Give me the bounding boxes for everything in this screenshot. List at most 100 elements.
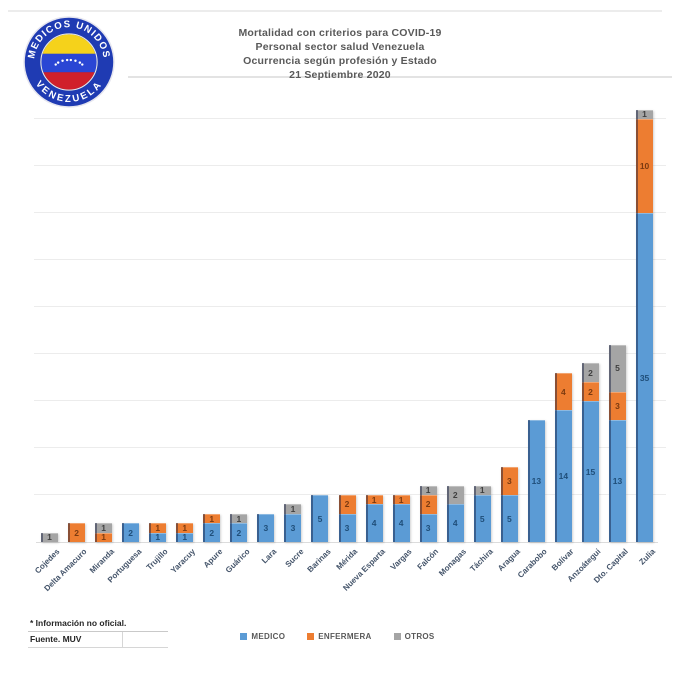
segment-value-label: 10 [639, 161, 650, 171]
gridline-25 [34, 306, 666, 307]
unofficial-note: * Información no oficial. [28, 616, 168, 632]
x-axis-label: Vargas [388, 547, 414, 572]
segment-value-label: 5 [506, 513, 512, 524]
chart-title: Mortalidad con criterios para COVID-19 P… [160, 26, 520, 82]
bar-slot-anzo-tegui: 2 2 15 Anzoátegui [566, 108, 604, 584]
segment-medico: 35 [636, 213, 654, 542]
segment-value-label: 1 [642, 109, 647, 120]
title-line-1: Mortalidad con criterios para COVID-19 [238, 27, 442, 39]
segment-value-label: 2 [128, 527, 134, 538]
segment-otros: 1 [230, 513, 248, 524]
segment-value-label: 2 [452, 490, 458, 500]
segment-value-label: 2 [588, 367, 593, 378]
x-axis-label: Aragua [495, 547, 522, 573]
segment-value-label: 5 [479, 513, 485, 524]
bar-slot-cojedes: 1 Cojedes [34, 108, 63, 575]
segment-medico: 2 [230, 523, 248, 542]
x-axis-label: Sucre [283, 547, 306, 570]
gridline-10 [34, 447, 666, 448]
bar: 5 3 13 [609, 344, 626, 542]
medicos-unidos-logo: MEDICOS UNIDOS VENEZUELA [23, 16, 115, 108]
source-label: Fuente. MUV [28, 632, 124, 647]
bar: 1 [41, 532, 59, 543]
bar: 1 2 3 [419, 485, 437, 542]
bar-slot-falc-n: 1 2 3 Falcón [415, 108, 442, 572]
bar-slot-miranda: 1 1 Miranda [88, 108, 117, 575]
segment-medico: 1 [176, 532, 194, 543]
segment-value-label: 1 [47, 532, 52, 543]
top-divider-line [8, 10, 662, 12]
gridline-30 [34, 259, 666, 260]
segment-value-label: 1 [290, 504, 296, 515]
bar-slot-gu-rico: 1 2 Guárico [223, 108, 252, 575]
segment-enfermera: 2 [338, 495, 356, 514]
segment-value-label: 1 [209, 513, 215, 524]
segment-enfermera: 1 [176, 522, 194, 533]
segment-medico: 13 [609, 419, 626, 542]
segment-value-label: 1 [155, 532, 161, 543]
bar: 2 [68, 523, 86, 542]
segment-value-label: 1 [479, 485, 485, 496]
segment-enfermera: 3 [609, 391, 626, 420]
segment-enfermera: 1 [392, 494, 410, 505]
bar-slot-m-rida: 2 3 Mérida [334, 108, 361, 572]
segment-value-label: 3 [290, 522, 296, 533]
segment-value-label: 4 [452, 518, 458, 529]
segment-value-label: 2 [344, 499, 350, 510]
bar-slot-apure: 1 2 Apure [198, 108, 225, 570]
legend-item-medico: MEDICO [240, 632, 285, 641]
segment-value-label: 1 [398, 494, 404, 505]
x-axis-label: Guárico [223, 547, 252, 575]
segment-medico: 14 [554, 410, 572, 542]
bar-slot-portuguesa: 2 Portuguesa [106, 108, 144, 584]
segment-otros: 1 [41, 532, 59, 543]
x-axis-label: Bolívar [550, 547, 576, 573]
segment-medico: 2 [122, 523, 140, 542]
x-axis-label: Barinas [305, 547, 333, 575]
segment-value-label: 1 [182, 522, 188, 533]
bar-slot-zulia: 1 10 35 Zulia [631, 108, 658, 567]
segment-value-label: 2 [209, 527, 215, 538]
segment-enfermera: 1 [95, 532, 113, 542]
x-axis-label: Mérida [334, 547, 360, 572]
gridline-45 [34, 118, 666, 119]
x-axis-label: Falcón [415, 547, 441, 572]
segment-value-label: 3 [506, 475, 512, 486]
segment-value-label: 2 [236, 527, 242, 538]
segment-enfermera: 10 [636, 119, 654, 213]
legend-item-otros: OTROS [393, 632, 435, 641]
gridline-20 [34, 353, 666, 354]
gridline-15 [34, 400, 666, 401]
bar: 13 [527, 419, 545, 542]
segment-medico: 1 [149, 532, 167, 543]
flag-stars [54, 58, 84, 66]
bar-slot-nueva-esparta: 1 4 Nueva Esparta [341, 108, 388, 593]
legend-swatch-icon [307, 633, 315, 640]
segment-otros: 5 [609, 344, 626, 392]
segment-value-label: 3 [263, 522, 269, 533]
segment-value-label: 4 [398, 518, 404, 529]
segment-otros: 1 [95, 523, 113, 533]
segment-value-label: 4 [561, 386, 566, 397]
chart-legend: MEDICO ENFERMERA OTROS [0, 632, 675, 641]
bar-slot-carabobo: 13 Carabobo [516, 108, 550, 580]
segment-otros: 2 [581, 363, 599, 383]
segment-medico: 2 [203, 523, 221, 542]
bar: 5 [311, 495, 329, 542]
legend-label: MEDICO [251, 632, 286, 641]
segment-value-label: 5 [615, 363, 620, 374]
segment-value-label: 13 [612, 475, 623, 486]
segment-otros: 1 [284, 504, 302, 515]
segment-value-label: 1 [182, 532, 188, 543]
segment-value-label: 4 [371, 518, 377, 529]
title-line-2: Personal sector salud Venezuela [255, 41, 425, 53]
segment-value-label: 13 [531, 475, 542, 486]
title-line-3: Ocurrencia según profesión y Estado [243, 55, 437, 67]
